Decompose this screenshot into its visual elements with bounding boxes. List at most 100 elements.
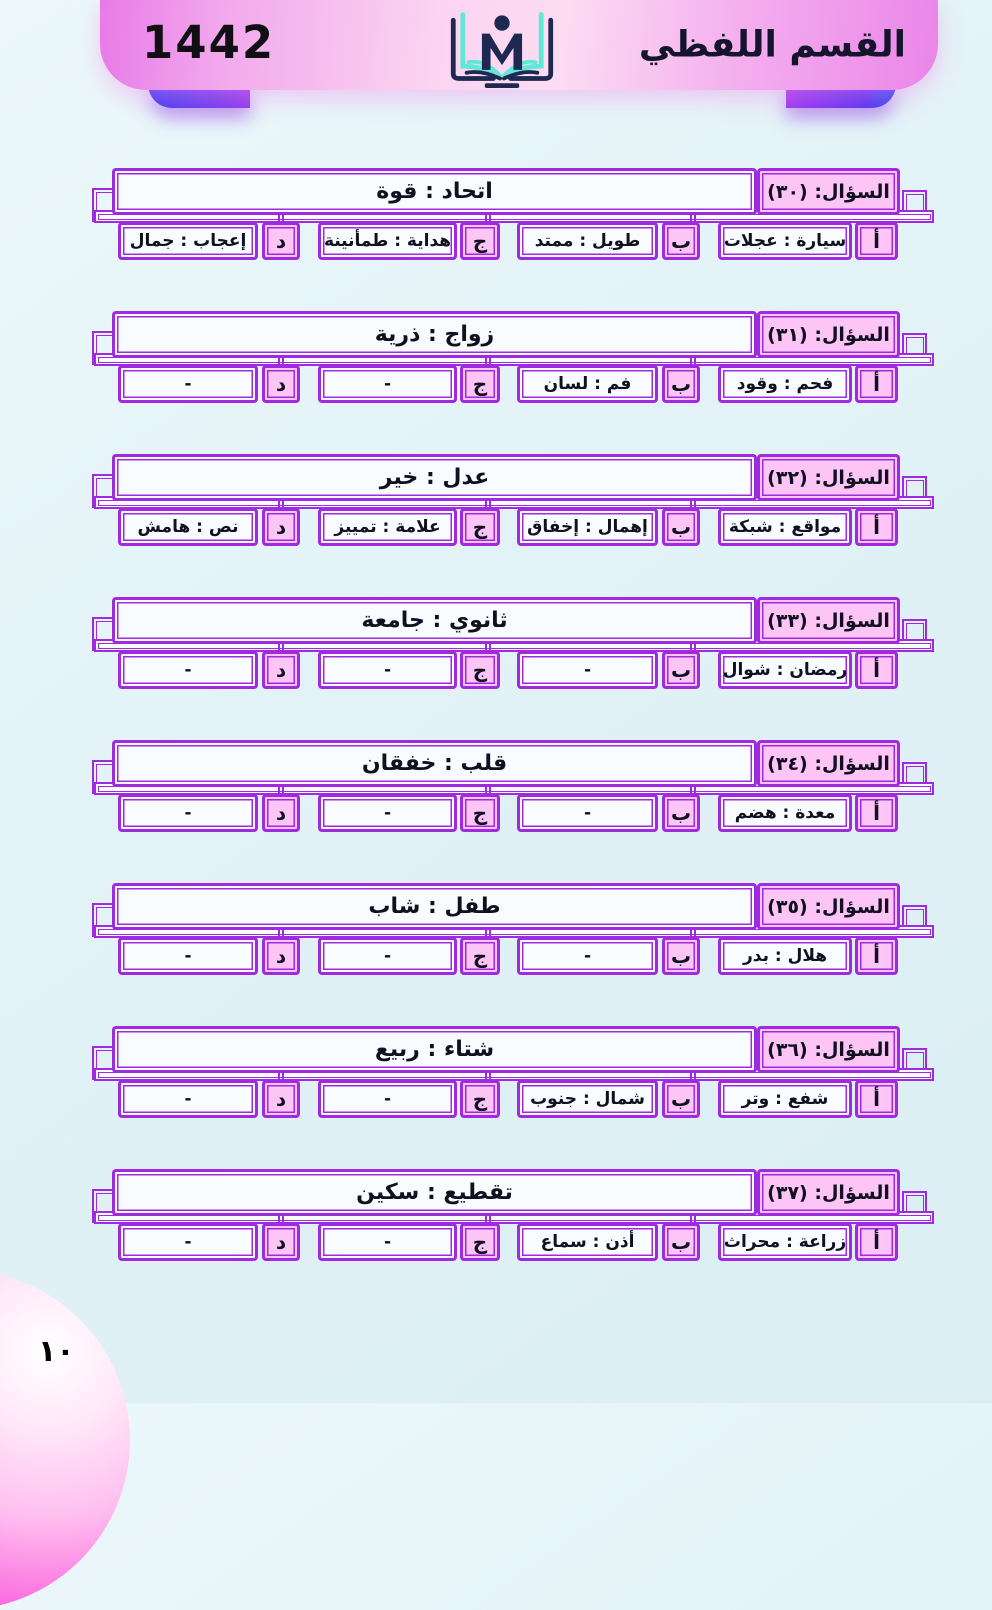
- option-a-text: معدة : هضم: [718, 794, 852, 832]
- option-d-text: -: [118, 365, 258, 403]
- header-bar: 1442 القسم اللفظي: [100, 0, 938, 90]
- question-number-badge: السؤال: (٣١): [757, 311, 900, 358]
- option-a-text: سيارة : عجلات: [718, 222, 852, 260]
- option-b-letter: ب: [662, 651, 700, 689]
- option-c-letter: ج: [460, 937, 500, 975]
- strip-divider: [485, 212, 491, 221]
- option-a-text: هلال : بدر: [718, 937, 852, 975]
- option-c-letter: ج: [460, 222, 500, 260]
- option-d-letter: د: [262, 651, 300, 689]
- option-b-text: طويل : ممتد: [517, 222, 658, 260]
- option-c-text: -: [318, 794, 457, 832]
- option-b-letter: ب: [662, 1223, 700, 1261]
- question-block-34: قلب : خفقان السؤال: (٣٤) أ معدة : هضم ب …: [92, 740, 940, 836]
- strip-divider: [485, 355, 491, 364]
- strip-divider: [485, 784, 491, 793]
- option-c-text: -: [318, 651, 457, 689]
- strip-divider: [690, 641, 696, 650]
- option-c-text: -: [318, 1080, 457, 1118]
- option-a-text: زراعة : محراث: [718, 1223, 852, 1261]
- option-b-text: إهمال : إخفاق: [517, 508, 658, 546]
- strip-divider: [485, 1070, 491, 1079]
- option-c-text: علامة : تمييز: [318, 508, 457, 546]
- option-a-text: رمضان : شوال: [718, 651, 852, 689]
- strip-divider: [690, 355, 696, 364]
- option-a-text: مواقع : شبكة: [718, 508, 852, 546]
- option-d-letter: د: [262, 222, 300, 260]
- option-d-text: -: [118, 794, 258, 832]
- question-block-32: عدل : خير السؤال: (٣٢) أ مواقع : شبكة ب …: [92, 454, 940, 550]
- strip-divider: [485, 927, 491, 936]
- strip-divider: [278, 641, 284, 650]
- strip-divider: [485, 498, 491, 507]
- option-a-text: شفع : وتر: [718, 1080, 852, 1118]
- question-block-37: تقطيع : سكين السؤال: (٣٧) أ زراعة : محرا…: [92, 1169, 940, 1265]
- strip-divider: [690, 1213, 696, 1222]
- option-d-text: -: [118, 1080, 258, 1118]
- strip-divider: [278, 1213, 284, 1222]
- question-text: شتاء : ربيع: [112, 1026, 757, 1073]
- option-a-letter: أ: [855, 937, 898, 975]
- question-text: تقطيع : سكين: [112, 1169, 757, 1216]
- option-c-letter: ج: [460, 1223, 500, 1261]
- strip-divider: [278, 1070, 284, 1079]
- option-b-text: شمال : جنوب: [517, 1080, 658, 1118]
- option-d-text: -: [118, 937, 258, 975]
- strip-divider: [278, 498, 284, 507]
- strip-divider: [278, 212, 284, 221]
- option-a-letter: أ: [855, 1223, 898, 1261]
- question-number-badge: السؤال: (٣٦): [757, 1026, 900, 1073]
- option-a-text: فحم : وقود: [718, 365, 852, 403]
- strip-divider: [278, 784, 284, 793]
- option-c-letter: ج: [460, 651, 500, 689]
- option-b-text: فم : لسان: [517, 365, 658, 403]
- option-d-text: نص : هامش: [118, 508, 258, 546]
- option-b-text: أذن : سماع: [517, 1223, 658, 1261]
- strip-divider: [690, 927, 696, 936]
- year-label: 1442: [142, 16, 276, 69]
- question-text: عدل : خير: [112, 454, 757, 501]
- option-b-text: -: [517, 794, 658, 832]
- option-c-text: هداية : طمأنينة: [318, 222, 457, 260]
- option-c-letter: ج: [460, 1080, 500, 1118]
- question-block-35: طفل : شاب السؤال: (٣٥) أ هلال : بدر ب - …: [92, 883, 940, 979]
- question-text: طفل : شاب: [112, 883, 757, 930]
- option-a-letter: أ: [855, 651, 898, 689]
- questions-list: اتحاد : قوة السؤال: (٣٠) أ سيارة : عجلات…: [92, 168, 940, 1312]
- option-d-text: -: [118, 1223, 258, 1261]
- option-a-letter: أ: [855, 365, 898, 403]
- option-b-letter: ب: [662, 508, 700, 546]
- option-d-text: إعجاب : جمال: [118, 222, 258, 260]
- option-b-letter: ب: [662, 794, 700, 832]
- strip-divider: [278, 355, 284, 364]
- question-text: ثانوي : جامعة: [112, 597, 757, 644]
- question-number-badge: السؤال: (٣٢): [757, 454, 900, 501]
- question-text: زواج : ذرية: [112, 311, 757, 358]
- option-c-text: -: [318, 1223, 457, 1261]
- question-text: قلب : خفقان: [112, 740, 757, 787]
- option-a-letter: أ: [855, 1080, 898, 1118]
- question-block-31: زواج : ذرية السؤال: (٣١) أ فحم : وقود ب …: [92, 311, 940, 407]
- option-a-letter: أ: [855, 508, 898, 546]
- page-number: ١٠: [38, 1334, 75, 1369]
- question-block-33: ثانوي : جامعة السؤال: (٣٣) أ رمضان : شوا…: [92, 597, 940, 693]
- option-a-letter: أ: [855, 794, 898, 832]
- option-b-letter: ب: [662, 1080, 700, 1118]
- section-title: القسم اللفظي: [638, 24, 906, 66]
- open-book-m-logo-icon: [450, 12, 554, 89]
- option-a-letter: أ: [855, 222, 898, 260]
- strip-divider: [690, 498, 696, 507]
- question-number-badge: السؤال: (٣٠): [757, 168, 900, 215]
- option-d-text: -: [118, 651, 258, 689]
- option-d-letter: د: [262, 508, 300, 546]
- option-d-letter: د: [262, 937, 300, 975]
- pink-sphere-decoration: [0, 1270, 130, 1610]
- option-c-letter: ج: [460, 365, 500, 403]
- option-b-letter: ب: [662, 365, 700, 403]
- option-c-text: -: [318, 365, 457, 403]
- question-number-badge: السؤال: (٣٥): [757, 883, 900, 930]
- strip-divider: [690, 212, 696, 221]
- option-d-letter: د: [262, 1080, 300, 1118]
- question-block-30: اتحاد : قوة السؤال: (٣٠) أ سيارة : عجلات…: [92, 168, 940, 264]
